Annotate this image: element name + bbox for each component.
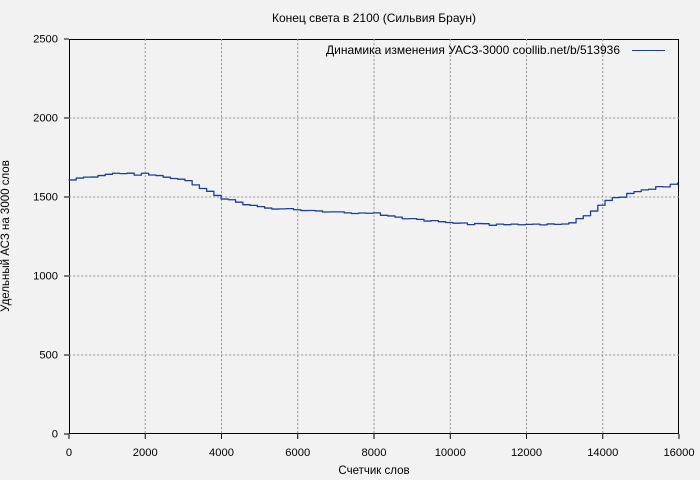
svg-text:4000: 4000: [209, 447, 234, 459]
svg-text:16000: 16000: [663, 447, 694, 459]
svg-text:14000: 14000: [587, 447, 618, 459]
svg-text:10000: 10000: [435, 447, 466, 459]
svg-text:Конец света в 2100 (Сильвия Бр: Конец света в 2100 (Сильвия Браун): [272, 11, 476, 25]
svg-text:2000: 2000: [133, 447, 158, 459]
svg-text:1000: 1000: [33, 271, 58, 283]
svg-text:500: 500: [39, 350, 58, 362]
svg-text:6000: 6000: [285, 447, 310, 459]
svg-text:12000: 12000: [511, 447, 542, 459]
svg-text:Динамика изменения УАСЗ-3000: Динамика изменения УАСЗ-3000 coollib.net…: [326, 43, 620, 57]
svg-text:1500: 1500: [33, 192, 58, 204]
svg-text:0: 0: [66, 447, 72, 459]
svg-text:2500: 2500: [33, 34, 58, 46]
svg-text:2000: 2000: [33, 113, 58, 125]
svg-text:Удельный АСЗ на 3000 слов: Удельный АСЗ на 3000 слов: [0, 160, 12, 312]
svg-text:Счетчик слов: Счетчик слов: [338, 465, 409, 477]
svg-text:8000: 8000: [362, 447, 387, 459]
svg-text:0: 0: [52, 429, 58, 441]
